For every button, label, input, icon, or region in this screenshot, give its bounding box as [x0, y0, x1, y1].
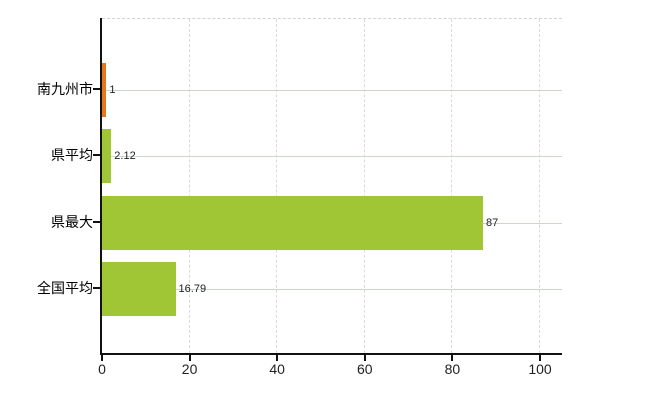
h-gridline: [102, 288, 562, 290]
x-tick-label: 0: [98, 361, 106, 377]
v-gridline: [188, 19, 190, 353]
y-tick: [93, 220, 100, 223]
bar-value-label: 2.12: [114, 150, 136, 162]
bar-3: [102, 195, 484, 250]
bar-value-label: 16.79: [178, 282, 207, 295]
bar-value-label: 87: [486, 216, 499, 229]
x-tick: [188, 355, 191, 361]
v-gridline: [539, 19, 540, 353]
v-gridline: [451, 19, 453, 353]
y-tick: [93, 88, 100, 90]
x-tick: [539, 355, 541, 361]
x-tick: [276, 355, 279, 361]
x-tick: [101, 355, 103, 361]
category-label: 県平均: [51, 147, 93, 163]
x-tick-label: 40: [269, 361, 285, 377]
y-axis-line: [100, 18, 102, 355]
plot-area: 1 2.12 87 16.79: [102, 18, 562, 353]
y-tick: [93, 154, 100, 156]
x-tick-label: 100: [528, 361, 552, 377]
h-gridline: [102, 90, 562, 91]
x-tick: [451, 355, 454, 361]
category-label: 南九州市: [37, 81, 93, 97]
bar-4: [102, 261, 176, 316]
category-label: 全国平均: [37, 279, 93, 296]
x-tick-label: 20: [181, 361, 198, 377]
v-gridline: [276, 19, 278, 353]
bar-2: [102, 129, 112, 183]
category-label: 県最大: [51, 213, 93, 230]
x-tick: [363, 355, 366, 361]
x-tick-label: 80: [444, 361, 461, 377]
x-axis-line: [100, 353, 562, 355]
h-gridline: [102, 156, 562, 157]
bar-1: [102, 63, 107, 117]
v-gridline: [363, 19, 365, 353]
y-tick: [93, 286, 100, 289]
x-tick-label: 60: [357, 361, 373, 377]
bar-value-label: 1: [109, 84, 116, 96]
